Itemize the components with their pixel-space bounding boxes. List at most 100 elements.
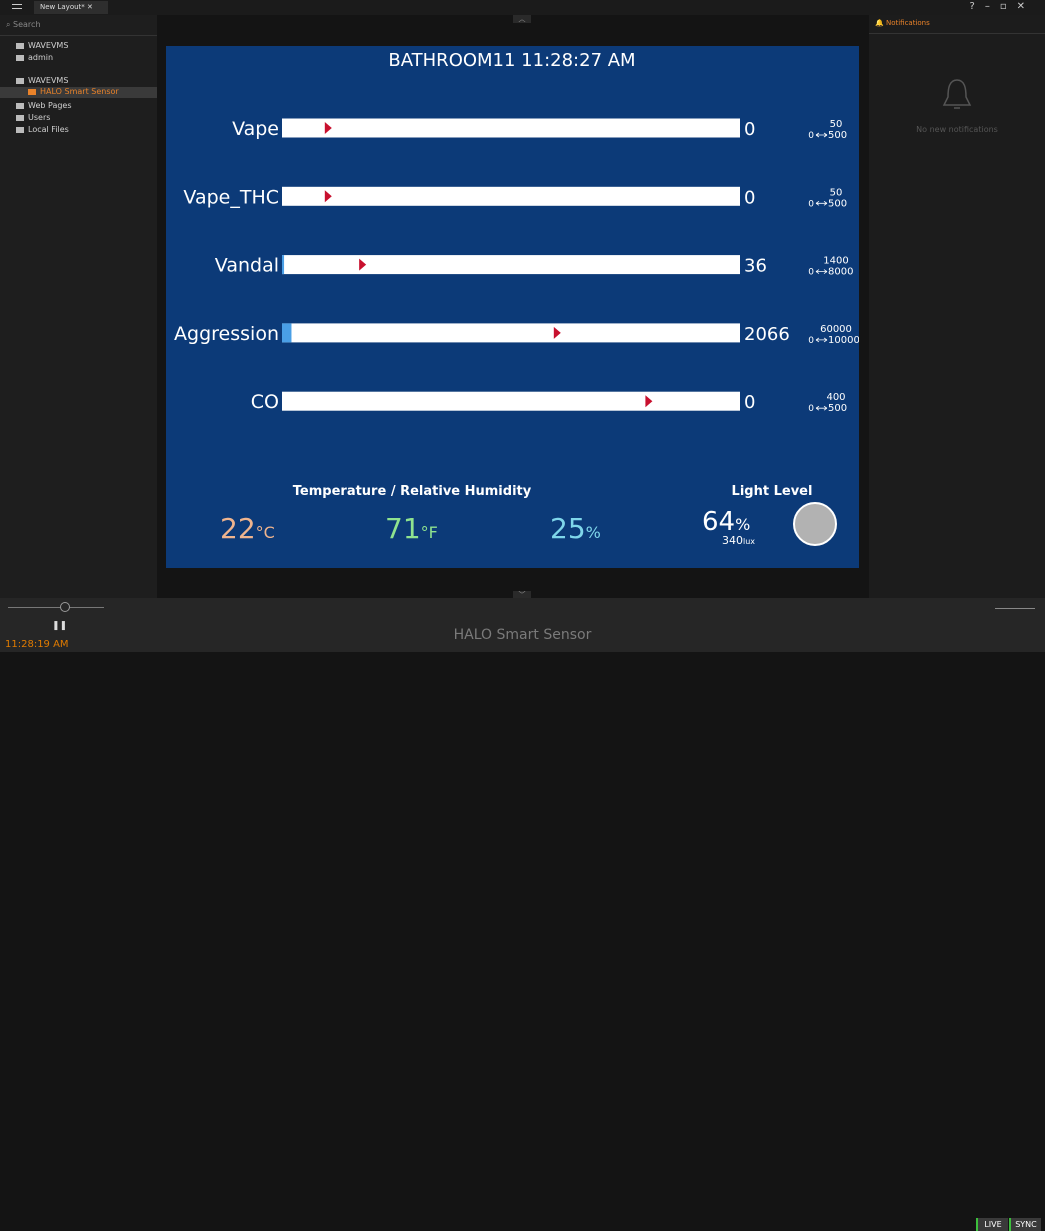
sensor-value: 36: [744, 256, 767, 277]
window-controls[interactable]: ?–▫✕: [969, 1, 1035, 12]
threshold-marker: [553, 326, 561, 339]
timestamp: 11:28:19 AM: [5, 639, 69, 650]
unit: °F: [421, 523, 438, 542]
value: 22: [220, 512, 256, 545]
tree-label: WAVEVMS: [28, 41, 69, 50]
empty-message: No new notifications: [916, 125, 998, 134]
unit: °C: [256, 523, 275, 542]
sensor-value: 0: [744, 187, 755, 208]
unit: %: [735, 515, 750, 534]
collapse-bottom[interactable]: ﹀: [513, 591, 531, 599]
tree-label: HALO Smart Sensor: [40, 87, 119, 96]
threshold-label: 60000: [820, 324, 852, 335]
layout-tab[interactable]: New Layout* ✕: [34, 1, 108, 14]
range-min: 0: [808, 199, 814, 209]
temp-celsius: 22°C: [220, 512, 275, 545]
unit: lux: [743, 537, 755, 546]
temp-fahrenheit: 71°F: [385, 512, 438, 545]
sensor-label: Vandal: [215, 255, 279, 277]
range-max: 100000: [828, 335, 859, 346]
threshold-label: 400: [826, 392, 845, 403]
range-max: 500: [828, 403, 847, 414]
value: 64: [702, 507, 735, 537]
range-min: 0: [808, 131, 814, 141]
sensor-label: Aggression: [174, 323, 279, 345]
threshold-marker: [645, 395, 653, 408]
range-arrow: [815, 337, 828, 343]
range-min: 0: [808, 404, 814, 414]
tree-label: Web Pages: [28, 101, 72, 110]
range-arrow: [815, 132, 828, 138]
range-arrow: [815, 269, 828, 274]
menu-button[interactable]: [12, 4, 22, 9]
bar-track: [282, 255, 740, 275]
bar-fill: [282, 323, 292, 343]
bar-track: [282, 186, 740, 206]
range-min: 0: [808, 268, 814, 278]
humidity: 25%: [550, 512, 601, 545]
tree-label: WAVEVMS: [28, 76, 69, 85]
divider: [869, 33, 1045, 34]
sensor-label: Vape_THC: [183, 186, 279, 208]
pause-button[interactable]: ❚❚: [52, 621, 68, 631]
camera-name: HALO Smart Sensor: [453, 627, 592, 643]
tab-label: Notifications: [885, 19, 930, 27]
search-placeholder: Search: [13, 20, 41, 29]
threshold-marker: [324, 190, 332, 203]
divider: [0, 35, 157, 36]
sync-button[interactable]: SYNC: [1009, 1218, 1041, 1231]
tree-item[interactable]: WAVEVMS: [16, 76, 68, 85]
bell-icon: [942, 79, 972, 109]
bar-fill: [282, 255, 285, 275]
light-level: 64%: [702, 507, 750, 537]
collapse-top[interactable]: ︿: [513, 15, 531, 23]
sensor-value: 0: [744, 392, 755, 413]
section-title: Temperature / Relative Humidity: [293, 484, 532, 499]
value: 71: [385, 512, 421, 545]
range-max: 8000: [828, 267, 853, 278]
bar-track: [282, 323, 740, 343]
threshold-label: 50: [830, 119, 843, 130]
range-min: 0: [808, 336, 814, 346]
bar-track: [282, 118, 740, 138]
lux: 340lux: [722, 534, 755, 547]
tree-item[interactable]: Local Files: [16, 125, 69, 134]
range-arrow: [815, 405, 828, 411]
unit: %: [586, 523, 601, 542]
tree-label: admin: [28, 53, 54, 62]
bar-track: [282, 391, 740, 411]
tree-item-selected[interactable]: HALO Smart Sensor: [0, 87, 157, 98]
volume-slider[interactable]: [995, 608, 1035, 609]
threshold-marker: [324, 122, 332, 134]
live-button[interactable]: LIVE: [976, 1218, 1008, 1231]
threshold-marker: [359, 258, 367, 271]
range-max: 500: [828, 130, 847, 141]
sensor-value: 0: [744, 119, 755, 140]
tree-item[interactable]: admin: [16, 53, 53, 62]
range-arrow: [815, 200, 828, 206]
tree-item[interactable]: WAVEVMS: [16, 41, 68, 50]
notifications-tab[interactable]: 🔔 Notifications: [875, 19, 930, 27]
tree-item[interactable]: Web Pages: [16, 101, 72, 110]
sensor-panel: BATHROOM11 11:28:27 AM Temperature / Rel…: [166, 46, 859, 568]
sensor-value: 2066: [744, 324, 790, 345]
section-title: Light Level: [732, 484, 813, 499]
sidebar: ⌕ Search WAVEVMS admin WAVEVMS HALO Smar…: [0, 15, 157, 598]
slider-handle[interactable]: [60, 602, 70, 612]
speed-slider[interactable]: [8, 607, 104, 608]
value: 340: [722, 534, 743, 547]
sensor-label: CO: [251, 391, 279, 413]
value: 25: [550, 512, 586, 545]
tree-label: Users: [28, 113, 51, 122]
range-max: 500: [828, 198, 847, 209]
threshold-label: 50: [830, 187, 843, 198]
search-box[interactable]: ⌕ Search: [6, 20, 41, 29]
panel-title: BATHROOM11 11:28:27 AM: [388, 50, 635, 71]
tab-label: New Layout*: [40, 3, 85, 11]
timeline-bar: ❚❚ HALO Smart Sensor 11:28:19 AM LIVE SY…: [0, 598, 1045, 1231]
tree-item[interactable]: Users: [16, 113, 50, 122]
sensor-label: Vape: [232, 118, 279, 140]
title-bar: New Layout* ✕ ?–▫✕: [0, 0, 1045, 15]
tree-label: Local Files: [28, 125, 69, 134]
